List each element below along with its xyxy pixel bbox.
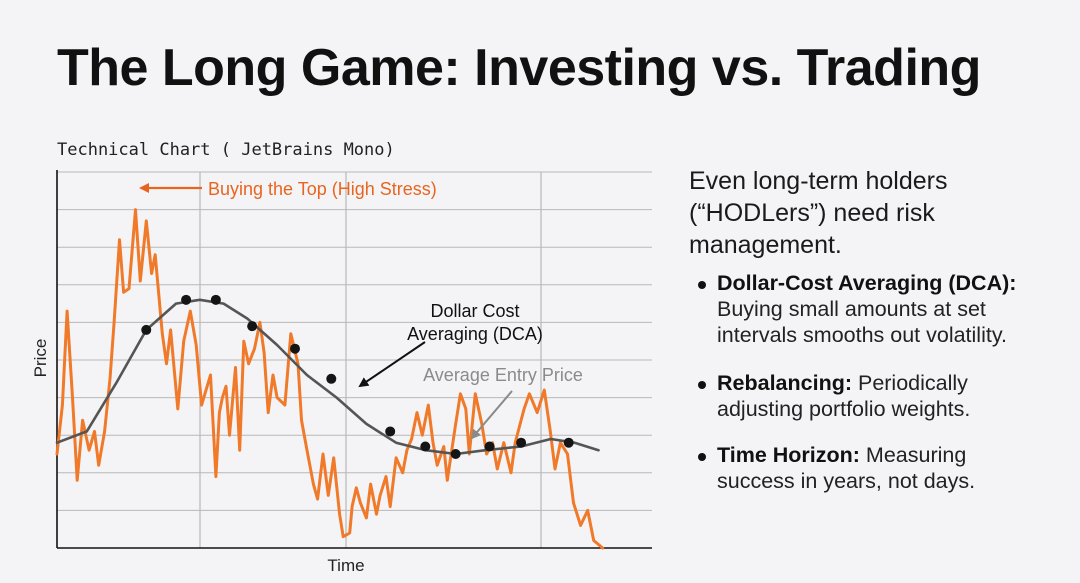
bullet-rebalancing-term: Rebalancing: bbox=[717, 371, 852, 395]
bullet-dca-term: Dollar-Cost Averaging (DCA): bbox=[717, 271, 1017, 295]
dca-point bbox=[290, 343, 300, 354]
dca-point bbox=[563, 437, 574, 448]
bullet-time-horizon-text: Measuring success in years, not days. bbox=[717, 443, 976, 493]
average-series-line bbox=[55, 298, 600, 456]
dca-point bbox=[484, 441, 495, 452]
annotation-dca-line1: Dollar Cost bbox=[430, 301, 519, 321]
dca-point bbox=[210, 294, 221, 305]
bullet-time-horizon: Time Horizon: Measuring success in years… bbox=[697, 442, 1027, 494]
bullet-time-horizon-term: Time Horizon: bbox=[717, 443, 860, 467]
bullet-dca-text: Buying small amounts at set intervals sm… bbox=[717, 297, 1007, 347]
bullet-list: Dollar-Cost Averaging (DCA): Buying smal… bbox=[697, 270, 1027, 494]
dca-point bbox=[141, 324, 152, 335]
y-axis-label: Price bbox=[31, 339, 50, 378]
dca-point bbox=[450, 449, 461, 459]
chart-annotations: Buying the Top (High Stress) Dollar Cost A… bbox=[139, 179, 583, 440]
intro-text: Even long-term holders (“HODLers”) need … bbox=[689, 167, 948, 259]
dca-point bbox=[420, 441, 431, 452]
annotation-buying-top: Buying the Top (High Stress) bbox=[208, 179, 437, 199]
dca-points bbox=[141, 294, 574, 459]
x-axis-label: Time bbox=[327, 556, 364, 575]
dca-point bbox=[385, 426, 396, 437]
dca-point bbox=[247, 321, 258, 332]
arrow-average-entry bbox=[470, 390, 513, 440]
annotation-dca-line2: Averaging (DCA) bbox=[407, 324, 543, 344]
annotation-average-entry: Average Entry Price bbox=[423, 365, 583, 385]
dca-point bbox=[516, 437, 527, 448]
arrow-dca bbox=[358, 341, 426, 388]
bullet-rebalancing-text: Periodically adjusting portfolio weights… bbox=[717, 371, 971, 421]
bullet-rebalancing: Rebalancing: Periodically adjusting port… bbox=[697, 370, 1035, 422]
chart-grid bbox=[57, 171, 652, 548]
dca-point bbox=[326, 373, 337, 384]
dca-point bbox=[181, 294, 192, 305]
bullet-dca: Dollar-Cost Averaging (DCA): Buying smal… bbox=[697, 270, 1027, 348]
chart-caption: Technical Chart ( JetBrains Mono) bbox=[57, 140, 395, 160]
page-title: The Long Game: Investing vs. Trading bbox=[57, 39, 981, 97]
